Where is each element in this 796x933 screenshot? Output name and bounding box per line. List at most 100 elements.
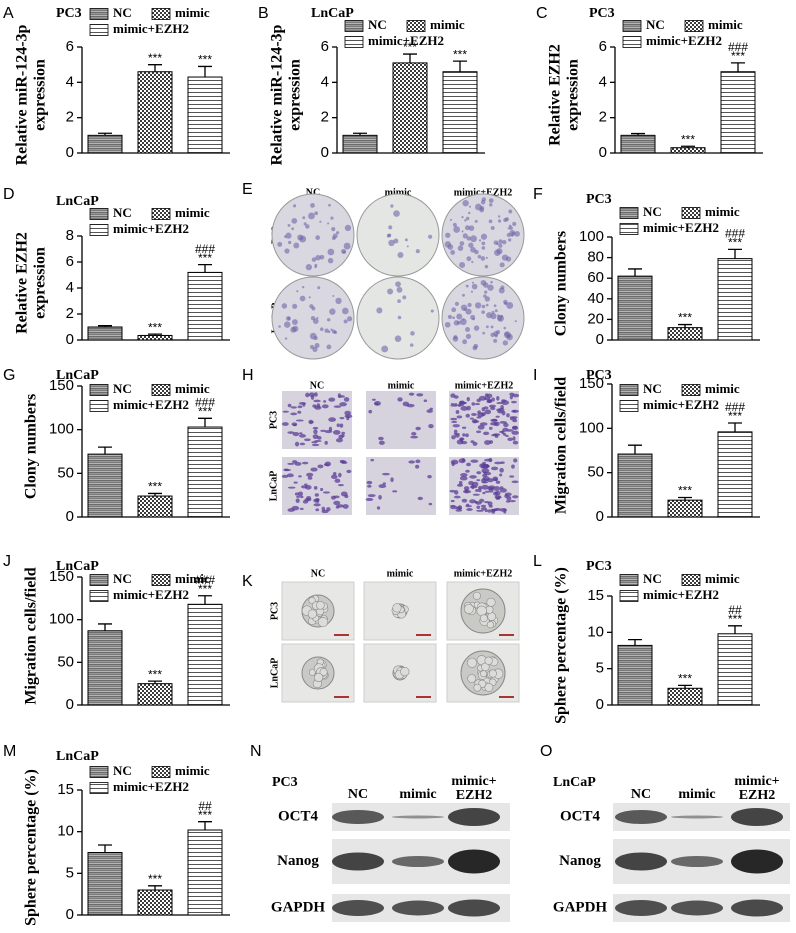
- colony: [462, 233, 468, 239]
- migrated-cell: [482, 491, 486, 495]
- significance-mark: ***: [198, 404, 212, 418]
- sphere-field: [281, 643, 355, 703]
- y-axis-label: Clony numbers: [553, 231, 570, 336]
- y-tick-label: 0: [66, 144, 74, 161]
- colony: [451, 307, 457, 313]
- migrated-cell: [476, 416, 482, 419]
- colony: [286, 316, 291, 321]
- legend-swatch: [622, 36, 642, 48]
- migrated-cell: [453, 495, 461, 499]
- row-label: LnCaP: [269, 658, 280, 689]
- migrated-cell: [292, 432, 300, 437]
- colony: [394, 335, 402, 342]
- migrated-cell: [311, 443, 320, 447]
- colony: [447, 244, 454, 250]
- migrated-cell: [370, 458, 375, 462]
- legend-swatch: [89, 8, 109, 20]
- migrated-cell: [476, 505, 481, 509]
- bar: [137, 683, 173, 706]
- migrated-cell: [382, 482, 387, 485]
- blot-band: [615, 900, 667, 916]
- colony: [506, 333, 513, 341]
- bar: [87, 134, 123, 154]
- migrated-cell: [332, 430, 341, 435]
- migrated-cell: [287, 486, 296, 489]
- bar: [667, 327, 703, 341]
- error-bar: [148, 333, 162, 336]
- colony: [314, 342, 320, 349]
- migrated-cell: [282, 410, 289, 413]
- migrated-cell: [450, 499, 455, 503]
- migrated-cell: [452, 424, 460, 428]
- significance-mark: ***: [198, 251, 212, 265]
- colony: [292, 204, 297, 208]
- colony: [343, 319, 348, 324]
- colony: [466, 236, 471, 241]
- sphere-cell: [467, 674, 477, 683]
- y-tick-label: 20: [587, 310, 604, 327]
- sphere-cell: [392, 603, 402, 613]
- migrated-cell: [471, 402, 476, 406]
- legend-swatch: [681, 574, 701, 586]
- migrated-cell: [503, 432, 507, 436]
- bar: [87, 453, 123, 518]
- y-tick-label: 2: [66, 305, 74, 322]
- colony: [488, 219, 493, 224]
- panel-letter: B: [258, 5, 269, 22]
- migrated-cell: [450, 417, 458, 421]
- sphere-cell: [473, 683, 482, 692]
- migrated-cell: [450, 504, 456, 508]
- migrated-cell: [293, 481, 298, 484]
- bar: [617, 453, 653, 518]
- blot-band: [731, 808, 783, 826]
- y-axis-label: Relative miR-124-3p: [14, 24, 31, 165]
- colony: [342, 250, 346, 254]
- sphere-cell: [466, 657, 478, 668]
- column-label: NC: [306, 187, 320, 198]
- migrated-cell: [334, 478, 341, 483]
- colony: [487, 284, 494, 291]
- colony: [496, 242, 499, 246]
- migrated-cell: [294, 492, 300, 496]
- colony: [332, 233, 338, 239]
- colony: [511, 231, 515, 235]
- colony: [409, 343, 414, 347]
- chart-title: LnCaP: [56, 368, 99, 383]
- legend-label: mimic: [430, 17, 465, 32]
- migrated-cell: [287, 403, 292, 408]
- legend-label: mimic+EZH2: [113, 587, 189, 602]
- bar: [720, 71, 756, 154]
- legend-swatch: [89, 208, 109, 220]
- colony: [329, 308, 336, 315]
- migrated-cell: [487, 486, 494, 491]
- colony: [336, 231, 340, 235]
- error-bar: [353, 132, 367, 136]
- migrated-cell: [451, 420, 458, 424]
- migrated-cell: [469, 499, 477, 504]
- sphere-cell: [486, 621, 495, 629]
- colony: [311, 257, 317, 262]
- colony: [308, 212, 315, 220]
- error-bar: [198, 65, 212, 78]
- migrated-cell: [328, 417, 337, 422]
- error-bar: [731, 62, 745, 72]
- colony: [312, 318, 319, 324]
- colony: [471, 281, 474, 284]
- colony: [344, 224, 352, 232]
- migrated-cell: [475, 489, 479, 492]
- error-bar: [631, 132, 645, 136]
- blot-band: [731, 899, 783, 917]
- migrated-cell: [299, 442, 306, 446]
- colony: [333, 331, 336, 334]
- colony: [457, 245, 464, 251]
- panel-letter: N: [250, 743, 262, 760]
- y-tick-label: 0: [66, 331, 74, 348]
- migrated-cell: [472, 493, 480, 496]
- colony: [474, 219, 478, 223]
- sphere-cell: [484, 682, 494, 692]
- colony: [291, 319, 298, 326]
- colony: [459, 318, 467, 326]
- migrated-cell: [477, 424, 485, 430]
- migrated-cell: [333, 500, 341, 506]
- blot-band: [615, 810, 667, 824]
